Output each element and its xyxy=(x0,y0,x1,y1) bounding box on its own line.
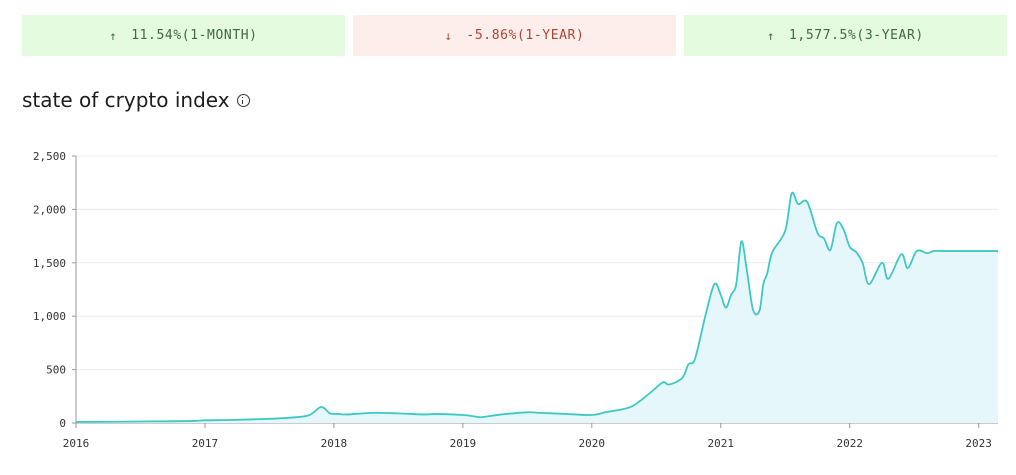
title-text: state of crypto index xyxy=(22,88,230,112)
index-chart: 0 500 1,000 1,500 2,000 2,500 2016 2017 2018 2019… xyxy=(33,150,998,450)
stat-3-year: ↑ 1,577.5%(3-YEAR) xyxy=(684,15,1007,56)
y-tick-label: 2,000 xyxy=(33,203,66,216)
x-tick-label: 2016 xyxy=(63,437,90,450)
y-tick-label: 0 xyxy=(59,417,66,430)
stat-value: 11.54%(1-MONTH) xyxy=(131,28,258,43)
y-tick-label: 2,500 xyxy=(33,150,66,163)
x-tick-label: 2017 xyxy=(192,437,219,450)
stat-1-month: ↑ 11.54%(1-MONTH) xyxy=(22,15,345,56)
y-tick-label: 1,500 xyxy=(33,257,66,270)
arrow-up-icon: ↑ xyxy=(109,28,118,43)
page-title: state of crypto index xyxy=(22,88,250,112)
info-icon[interactable] xyxy=(236,93,250,107)
series-area xyxy=(76,192,998,423)
x-tick-label: 2020 xyxy=(579,437,606,450)
stat-1-year: ↓ -5.86%(1-YEAR) xyxy=(353,15,676,56)
y-tick-label: 1,000 xyxy=(33,310,66,323)
arrow-down-icon: ↓ xyxy=(444,28,453,43)
stat-value: 1,577.5%(3-YEAR) xyxy=(789,28,924,43)
stats-bar: ↑ 11.54%(1-MONTH) ↓ -5.86%(1-YEAR) ↑ 1,5… xyxy=(22,15,1008,56)
arrow-up-icon: ↑ xyxy=(767,28,775,43)
x-tick-label: 2022 xyxy=(836,437,863,450)
y-tick-label: 500 xyxy=(46,364,66,377)
stat-value: -5.86%(1-YEAR) xyxy=(466,28,585,43)
x-tick-label: 2023 xyxy=(965,437,992,450)
x-tick-label: 2019 xyxy=(450,437,477,450)
x-tick-label: 2021 xyxy=(708,437,735,450)
series-line xyxy=(75,191,998,423)
x-tick-label: 2018 xyxy=(321,437,348,450)
